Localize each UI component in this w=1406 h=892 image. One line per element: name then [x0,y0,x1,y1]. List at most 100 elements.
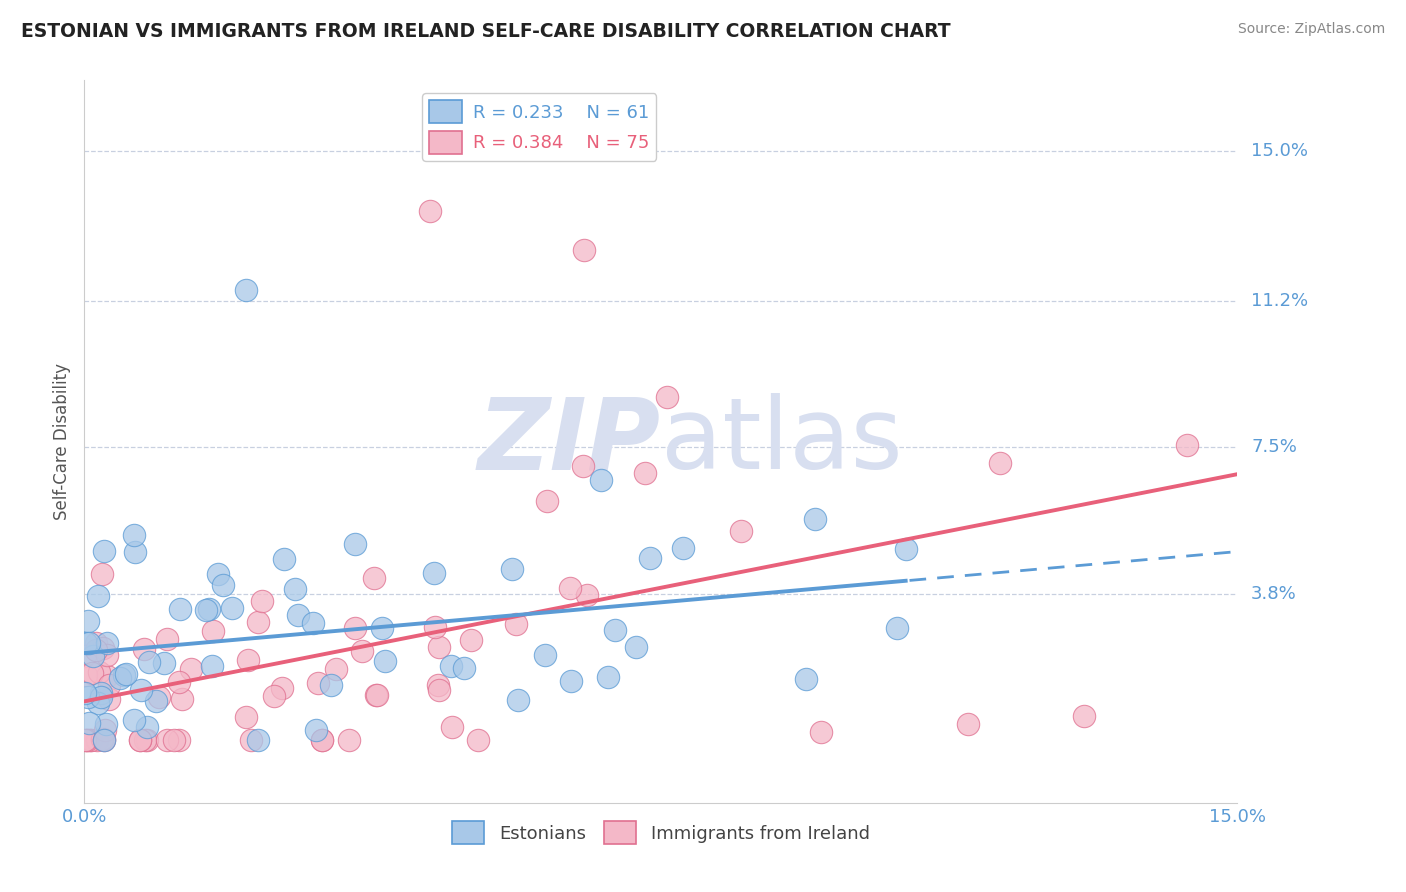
Point [374,654,396,668]
Y-axis label: Self-Care Disability: Self-Care Disability [53,363,72,520]
Point [894,542,917,557]
Point [572,458,595,473]
Point [794,672,817,686]
Point [427,640,450,654]
Point [247,732,270,747]
Point [202,624,225,638]
Legend: Estonians, Immigrants from Ireland: Estonians, Immigrants from Ireland [444,814,877,852]
Point [87,589,110,603]
Point [810,725,832,739]
Text: 15.0%: 15.0% [1251,143,1308,161]
Point [124,528,146,542]
Point [467,732,489,747]
Point [212,577,235,591]
Point [76,732,98,747]
Point [302,616,325,631]
Point [96,669,118,683]
Point [94,723,117,738]
Point [76,732,98,747]
Point [321,678,343,692]
Point [93,732,115,747]
Point [128,732,150,747]
Text: ESTONIAN VS IMMIGRANTS FROM IRELAND SELF-CARE DISABILITY CORRELATION CHART: ESTONIAN VS IMMIGRANTS FROM IRELAND SELF… [21,22,950,41]
Point [371,621,394,635]
Point [560,673,582,688]
Point [598,670,620,684]
Text: Source: ZipAtlas.com: Source: ZipAtlas.com [1237,22,1385,37]
Point [957,716,980,731]
Text: 3.8%: 3.8% [1251,584,1296,602]
Point [235,283,257,297]
Point [311,732,333,747]
Point [366,688,388,702]
Point [79,732,101,747]
Point [419,203,441,218]
Point [163,732,186,747]
Point [77,690,100,704]
Point [284,582,307,596]
Point [170,692,193,706]
Point [307,676,329,690]
Point [350,644,373,658]
Point [77,716,100,731]
Point [201,659,224,673]
Point [886,621,908,635]
Point [363,571,385,585]
Point [605,623,627,637]
Point [136,720,159,734]
Point [75,636,97,650]
Point [112,668,135,682]
Point [77,615,100,629]
Point [77,636,100,650]
Point [96,716,118,731]
Point [73,732,96,747]
Point [271,681,294,695]
Point [91,640,114,655]
Point [343,536,366,550]
Point [145,694,167,708]
Point [460,632,482,647]
Point [366,689,388,703]
Point [90,690,112,704]
Point [86,732,108,747]
Point [87,696,110,710]
Point [655,390,678,404]
Point [129,682,152,697]
Point [93,731,115,746]
Point [207,567,229,582]
Point [803,511,825,525]
Point [73,686,96,700]
Point [246,615,269,629]
Point [82,666,104,681]
Point [423,566,446,580]
Point [1175,438,1198,452]
Point [591,473,613,487]
Point [1073,709,1095,723]
Point [136,732,159,747]
Point [536,494,558,508]
Point [533,648,555,662]
Text: 11.2%: 11.2% [1251,293,1309,310]
Point [82,649,104,664]
Point [96,648,118,662]
Point [427,682,450,697]
Point [311,732,333,747]
Point [273,552,295,566]
Point [501,562,523,576]
Point [138,655,160,669]
Point [156,632,179,647]
Point [572,243,595,257]
Point [337,732,360,747]
Point [263,689,285,703]
Point [98,691,121,706]
Point [87,665,110,679]
Point [558,581,581,595]
Point [132,641,155,656]
Point [129,732,152,747]
Point [672,541,695,555]
Point [124,713,146,727]
Point [110,671,132,685]
Point [93,544,115,558]
Point [96,636,118,650]
Point [91,731,114,746]
